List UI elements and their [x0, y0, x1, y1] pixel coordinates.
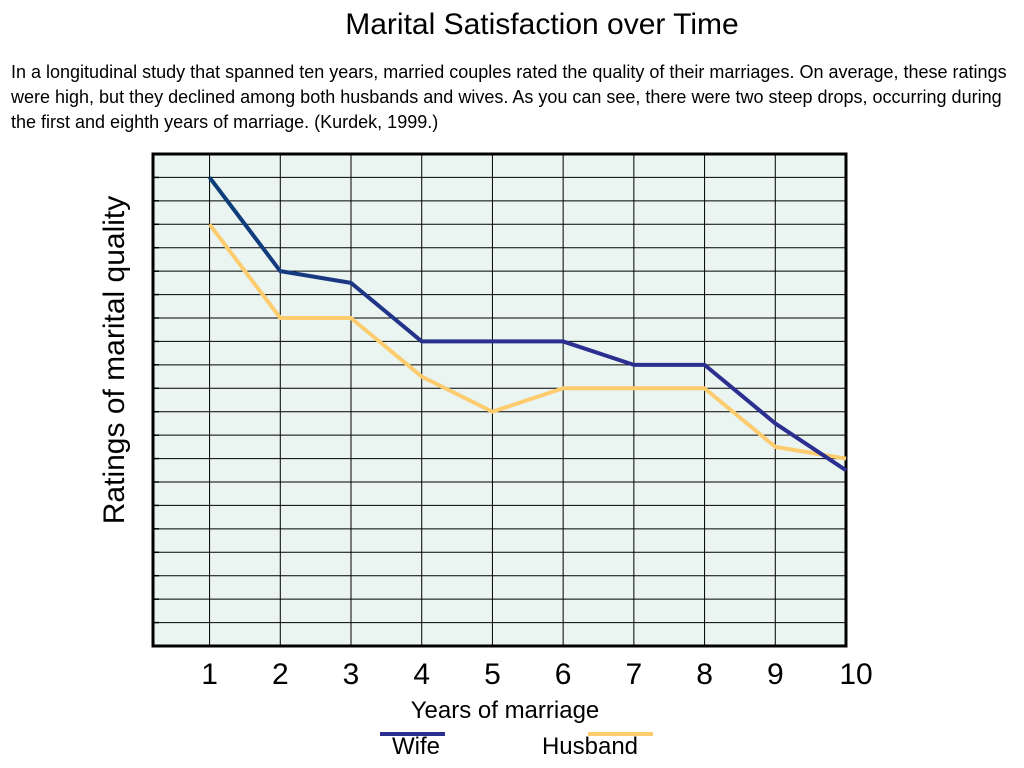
- legend: Wife Husband: [380, 732, 653, 760]
- series-lines: [207, 176, 848, 472]
- chart-description: In a longitudinal study that spanned ten…: [11, 62, 1007, 132]
- plot-frame: [151, 152, 848, 648]
- series-line-husband: [207, 223, 847, 461]
- x-tick-labels: 1 2 3 4 5 6 7 8 9 10: [201, 658, 872, 691]
- x-tick-label: 4: [413, 658, 430, 691]
- x-tick-label: 9: [767, 658, 784, 691]
- x-tick-label: 8: [696, 658, 713, 691]
- x-tick-label: 7: [626, 658, 643, 691]
- series-line-wife: [207, 176, 848, 472]
- chart-title: Marital Satisfaction over Time: [345, 8, 739, 41]
- x-tick-label: 10: [839, 658, 872, 691]
- grid-lines: [152, 154, 846, 646]
- x-tick-label: 1: [201, 658, 218, 691]
- x-tick-label: 6: [555, 658, 572, 691]
- legend-label-wife: Wife: [392, 733, 440, 760]
- x-tick-label: 2: [272, 658, 289, 691]
- legend-label-husband: Husband: [542, 733, 638, 760]
- x-tick-label: 3: [343, 658, 360, 691]
- y-axis-label: Ratings of marital quality: [98, 196, 131, 524]
- plot-area: [153, 154, 846, 646]
- x-tick-label: 5: [484, 658, 501, 691]
- x-axis-label: Years of marriage: [411, 697, 600, 724]
